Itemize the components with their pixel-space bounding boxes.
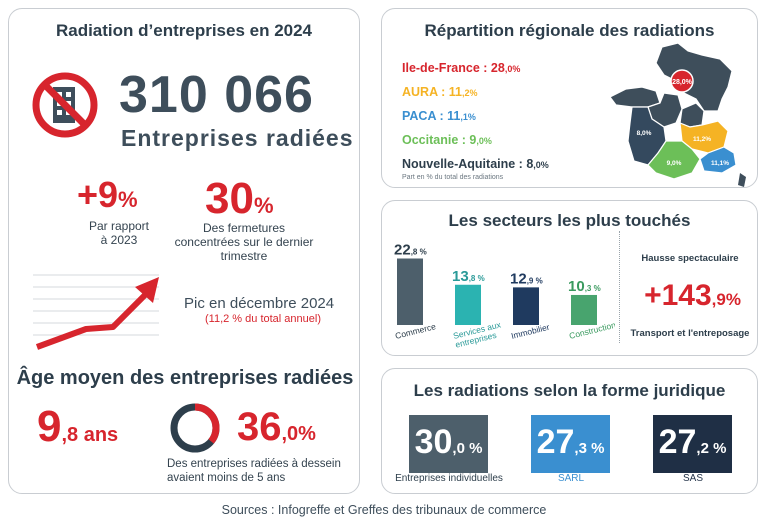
total-radiations-label: Entreprises radiées (121, 125, 354, 151)
growth-value: +9% (77, 174, 138, 215)
sectors-title: Les secteurs les plus touchés (448, 211, 691, 230)
france-map-icon: 28,0% 11,2% 11,1% 9,0% 8,0% (609, 42, 746, 187)
trend-arrow-icon (33, 274, 159, 350)
map-label-occitanie: 9,0% (667, 160, 682, 167)
region-item: PACA : 11,1% (402, 109, 476, 123)
sector-value-label: 13,8 % (452, 268, 485, 285)
legal-form-box: 27,2 % (653, 415, 732, 473)
map-label-paca: 11,1% (711, 160, 729, 167)
growth-label: Par rapport à 2023 (88, 219, 150, 247)
sector-bar (571, 294, 597, 325)
donut-chart-icon (170, 403, 220, 453)
map-label-idf: 28,0% (672, 79, 693, 86)
sector-value-label: 22,8 % (394, 242, 427, 259)
peak-title: Pic en décembre 2024 (184, 295, 335, 312)
region-item: Nouvelle-Aquitaine : 8,0% (402, 157, 549, 171)
age-title: Âge moyen des entreprises radiées (16, 367, 354, 389)
hausse-label: Hausse spectaculaire (641, 253, 739, 264)
region-item: Occitanie : 9,0% (402, 133, 492, 147)
sources-footnote: Sources : Infogreffe et Greffes des trib… (221, 503, 547, 517)
sector-value-label: 12,9 % (510, 270, 543, 287)
q4-share-label: Des fermetures concentrées sur le dernie… (174, 221, 314, 263)
peak-note: (11,2 % du total annuel) (205, 313, 321, 325)
sectors-divider (619, 231, 620, 343)
sector-value-label: 10,3 % (568, 278, 601, 295)
legal-form-box: 30,0 % (409, 415, 488, 473)
map-label-na: 8,0% (637, 130, 652, 137)
legal-form-label: Entreprises individuelles (395, 473, 503, 484)
summary-card: Radiation d’entreprises en 2024 310 066 … (8, 8, 360, 494)
sector-bar (397, 258, 423, 325)
region-note: Part en % du total des radiations (402, 174, 504, 181)
legal-forms-card: Les radiations selon la forme juridique … (381, 368, 758, 494)
young-share-value: 36,0% (237, 405, 316, 449)
region-title: Répartition régionale des radiations (424, 21, 715, 40)
region-card: Répartition régionale des radiations Ile… (381, 8, 758, 188)
legal-form-label: SAS (682, 473, 703, 484)
sector-bar (455, 284, 481, 325)
legal-form-box: 27,3 % (531, 415, 610, 473)
q4-share-value: 30% (205, 174, 274, 223)
legal-forms-title: Les radiations selon la forme juridique (413, 381, 726, 400)
map-label-aura: 11,2% (693, 136, 711, 143)
hausse-value: +143,9% (644, 279, 741, 312)
young-share-label: Des entreprises radiées à dessein avaien… (167, 458, 341, 484)
sectors-card: Les secteurs les plus touchés 22,8 % Comm… (381, 200, 758, 356)
age-value: 9,8 ans (37, 402, 119, 451)
legal-form-label: SARL (557, 473, 585, 484)
region-item: AURA : 11,2% (402, 85, 478, 99)
hausse-sector-label: Transport et l'entreposage (630, 328, 750, 339)
summary-title: Radiation d’entreprises en 2024 (55, 21, 313, 40)
region-item: Ile-de-France : 28,0% (402, 61, 521, 75)
total-radiations-value: 310 066 (119, 66, 314, 124)
sector-bar (513, 287, 539, 325)
no-building-icon (32, 72, 98, 138)
